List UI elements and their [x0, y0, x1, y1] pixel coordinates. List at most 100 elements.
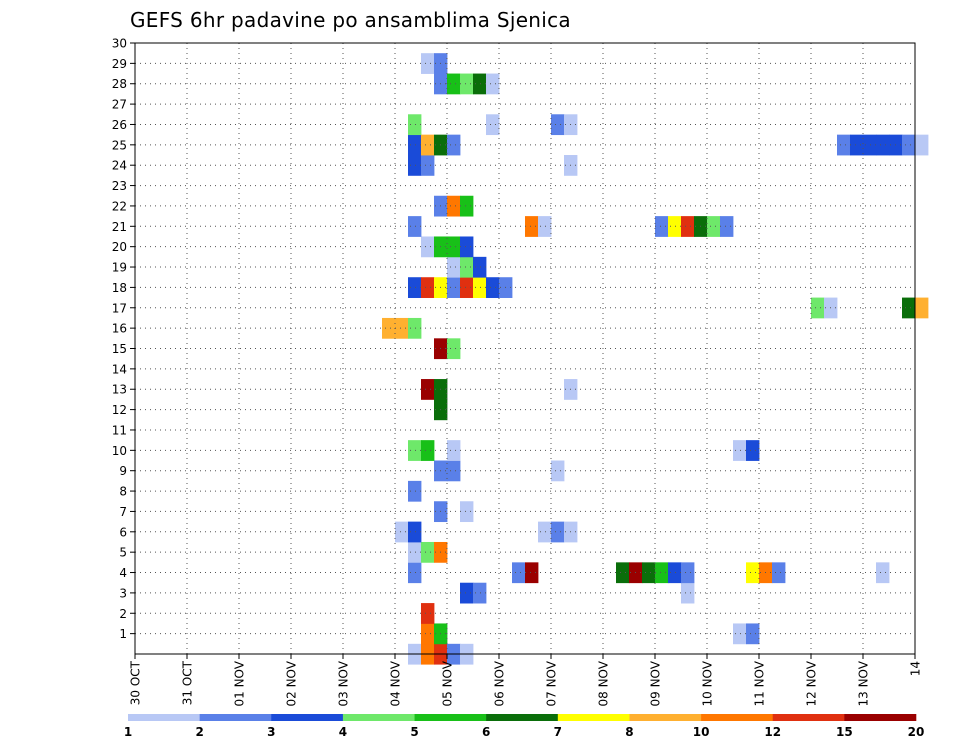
- x-tick-label: 04 NOV: [389, 660, 403, 706]
- precip-cell: [421, 155, 435, 176]
- precip-cell: [772, 562, 786, 584]
- colorbar-label: 20: [908, 725, 925, 739]
- precip-cell: [733, 623, 747, 645]
- precip-cell: [473, 73, 487, 95]
- precip-cell: [473, 277, 487, 298]
- y-tick-label: 10: [112, 444, 127, 458]
- precip-cell: [538, 521, 552, 543]
- precip-cell: [551, 521, 565, 543]
- colorbar-label: 10: [693, 725, 710, 739]
- precip-cell: [915, 134, 929, 156]
- x-tick-label: 02 NOV: [285, 660, 299, 706]
- y-tick-label: 7: [119, 505, 127, 519]
- precip-cell: [486, 73, 500, 95]
- precip-cell: [681, 216, 695, 237]
- precip-cell: [421, 53, 435, 74]
- precip-cell: [837, 134, 851, 156]
- precip-cell: [421, 541, 435, 563]
- precip-cell: [850, 134, 864, 156]
- x-tick-label: 05 NOV: [441, 660, 455, 706]
- precip-cell: [681, 562, 695, 584]
- y-axis: 1234567891011121314151617181920212223242…: [112, 37, 135, 641]
- colorbar-label: 1: [124, 725, 132, 739]
- colorbar-label: 4: [339, 725, 347, 739]
- precip-cell: [447, 195, 461, 217]
- precip-cell: [460, 501, 474, 523]
- colorbar-segment: [844, 714, 917, 721]
- precip-cell: [395, 521, 409, 543]
- x-tick-label: 03 NOV: [337, 660, 351, 706]
- y-tick-label: 26: [112, 118, 127, 132]
- y-tick-label: 16: [112, 322, 127, 336]
- y-tick-label: 1: [119, 627, 127, 641]
- x-tick-label: 09 NOV: [649, 660, 663, 706]
- x-tick-label: 11 NOV: [753, 660, 767, 706]
- precip-cell: [447, 256, 461, 278]
- precip-cell: [863, 134, 877, 156]
- precip-cell: [668, 562, 682, 584]
- precip-cell: [876, 134, 890, 156]
- precip-cell: [707, 216, 721, 237]
- colorbar-segment: [271, 714, 344, 721]
- precip-cell: [902, 134, 916, 156]
- x-tick-label: 06 NOV: [493, 660, 507, 706]
- y-tick-label: 28: [112, 77, 127, 91]
- colorbar-label: 3: [267, 725, 275, 739]
- y-tick-label: 8: [119, 485, 127, 499]
- precip-cell: [408, 155, 422, 176]
- precip-cell: [447, 460, 461, 482]
- precip-cell: [447, 277, 461, 298]
- precip-cell: [421, 440, 435, 461]
- y-tick-label: 24: [112, 159, 127, 173]
- precip-cell: [486, 114, 500, 136]
- data-cells: [382, 53, 929, 665]
- precip-cell: [746, 562, 760, 584]
- precip-cell: [460, 256, 474, 278]
- y-tick-label: 2: [119, 607, 127, 621]
- x-tick-label: 30 OCT: [129, 660, 143, 705]
- precip-cell: [408, 440, 422, 461]
- precip-cell: [655, 562, 669, 584]
- colorbar-segment: [342, 714, 415, 721]
- precip-cell: [460, 582, 474, 604]
- precip-cell: [408, 114, 422, 136]
- precip-cell: [473, 256, 487, 278]
- precip-cell: [525, 562, 539, 584]
- colorbar-segment: [414, 714, 487, 721]
- precip-cell: [408, 521, 422, 543]
- colorbar-label: 2: [195, 725, 203, 739]
- y-tick-label: 22: [112, 199, 127, 213]
- precip-cell: [421, 236, 435, 258]
- precip-cell: [460, 195, 474, 217]
- x-tick-label: 10 NOV: [701, 660, 715, 706]
- precip-cell: [408, 216, 422, 237]
- precip-cell: [551, 114, 565, 136]
- colorbar-label: 15: [836, 725, 853, 739]
- colorbar-label: 12: [764, 725, 781, 739]
- y-tick-label: 6: [119, 525, 127, 539]
- colorbar-segment: [772, 714, 845, 721]
- precip-cell: [460, 73, 474, 95]
- colorbar-label: 6: [482, 725, 490, 739]
- precip-cell: [902, 297, 916, 319]
- precip-cell: [538, 216, 552, 237]
- precip-cell: [408, 317, 422, 339]
- y-tick-label: 14: [112, 362, 127, 376]
- precip-cell: [421, 134, 435, 156]
- x-tick-label: 07 NOV: [545, 660, 559, 706]
- x-axis: 30 OCT 31 OCT 01 NOV 02 NOV 03 NOV 04 NOV 05 N…: [129, 654, 923, 707]
- precip-cell: [421, 379, 435, 400]
- y-tick-label: 19: [112, 261, 127, 275]
- precip-cell: [408, 480, 422, 502]
- precip-cell: [681, 582, 695, 604]
- precip-cell: [408, 562, 422, 584]
- colorbar-segment: [701, 714, 774, 721]
- y-tick-label: 23: [112, 179, 127, 193]
- y-tick-label: 18: [112, 281, 127, 295]
- colorbar-segment: [128, 714, 200, 721]
- precip-cell: [408, 277, 422, 298]
- precip-cell: [512, 562, 526, 584]
- y-tick-label: 17: [112, 301, 127, 315]
- precip-cell: [551, 460, 565, 482]
- precip-cell: [408, 541, 422, 563]
